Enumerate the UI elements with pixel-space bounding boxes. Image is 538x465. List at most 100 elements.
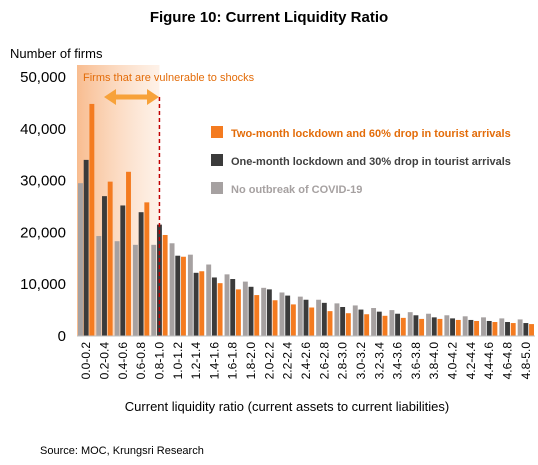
x-tick-label: 1.0-1.2 (171, 342, 185, 380)
chart-title: Figure 10: Current Liquidity Ratio (150, 9, 388, 26)
bar-two-month (382, 315, 388, 336)
bar-one-month (431, 317, 437, 336)
legend-label: No outbreak of COVID-19 (231, 184, 362, 196)
bar-one-month (175, 255, 181, 336)
y-tick-label: 50,000 (20, 69, 66, 86)
x-tick-label: 3.0-3.2 (354, 342, 368, 380)
bar-no-outbreak (261, 287, 267, 336)
bar-no-outbreak (481, 317, 486, 336)
bar-two-month (126, 171, 131, 336)
x-tick-label: 1.2-1.4 (189, 342, 203, 380)
bar-one-month (321, 302, 327, 336)
bar-two-month (437, 318, 443, 336)
legend-label: One-month lockdown and 30% drop in touri… (231, 156, 511, 168)
bar-two-month (309, 307, 315, 336)
annotation-layer: Firms that are vulnerable to shocks (83, 72, 255, 336)
source-note: Source: MOC, Krungsri Research (40, 445, 204, 457)
x-tick-label: 3.8-4.0 (427, 342, 441, 380)
bar-two-month (419, 318, 425, 336)
legend-swatch (211, 154, 223, 166)
bar-two-month (400, 317, 406, 336)
double-arrow-right-head (147, 89, 159, 105)
bar-two-month (455, 319, 461, 336)
bar-two-month (529, 324, 534, 336)
x-tick-label: 4.0-4.2 (446, 342, 460, 380)
x-tick-label: 2.6-2.8 (317, 342, 331, 380)
bar-two-month (492, 322, 498, 336)
y-tick-label: 40,000 (20, 121, 66, 138)
x-tick-label: 2.8-3.0 (336, 342, 350, 380)
x-tick-label: 0.6-0.8 (134, 342, 148, 380)
bar-two-month (345, 313, 351, 336)
bar-no-outbreak (426, 313, 431, 336)
bar-no-outbreak (78, 183, 83, 336)
bar-one-month (505, 322, 510, 336)
bar-two-month (474, 320, 480, 336)
bar-no-outbreak (316, 299, 322, 336)
x-tick-label: 0.0-0.2 (79, 342, 93, 380)
bar-one-month (102, 196, 107, 336)
x-tick-label: 4.2-4.4 (464, 342, 478, 380)
bar-one-month (211, 277, 217, 336)
x-tick-label: 2.0-2.2 (262, 342, 276, 380)
x-tick-label: 1.8-2.0 (244, 342, 258, 380)
bar-two-month (181, 256, 186, 336)
y-tick-label: 20,000 (20, 224, 66, 241)
bar-one-month (468, 319, 474, 336)
x-axis-label: Current liquidity ratio (current assets … (125, 399, 449, 414)
bar-no-outbreak (96, 236, 102, 336)
x-tick-label: 0.4-0.6 (116, 342, 130, 380)
x-tick-label: 2.4-2.6 (299, 342, 313, 380)
bar-no-outbreak (169, 243, 175, 336)
x-tick-label: 3.6-3.8 (409, 342, 423, 380)
bar-two-month (144, 202, 150, 336)
bar-no-outbreak (114, 241, 120, 336)
bar-two-month (89, 103, 95, 336)
axes: 0 10,000 20,000 30,000 40,000 50,000 0.0-0.2 0.… (20, 69, 535, 379)
bar-one-month (83, 159, 89, 336)
bar-no-outbreak (499, 318, 505, 336)
bar-no-outbreak (206, 264, 212, 336)
bar-no-outbreak (517, 319, 523, 336)
bar-no-outbreak (187, 254, 193, 336)
bar-two-month (217, 283, 223, 336)
bars (78, 103, 534, 336)
bar-one-month (358, 309, 364, 336)
double-arrow-left-head (104, 89, 116, 105)
bar-no-outbreak (224, 274, 230, 336)
bar-two-month (199, 271, 205, 336)
bar-one-month (193, 272, 199, 336)
y-tick-label: 30,000 (20, 173, 66, 190)
bar-one-month (450, 318, 456, 336)
bar-no-outbreak (462, 316, 468, 336)
x-tick-label: 4.6-4.8 (501, 342, 515, 380)
legend-label: Two-month lockdown and 60% drop in touri… (231, 128, 511, 140)
y-tick-label: 10,000 (20, 276, 66, 293)
bar-one-month (230, 279, 236, 336)
bar-two-month (272, 300, 278, 336)
x-tick-label: 4.4-4.6 (482, 342, 496, 380)
bar-one-month (285, 295, 291, 336)
x-tick-label: 3.2-3.4 (372, 342, 386, 380)
x-tick-label: 3.4-3.6 (391, 342, 405, 380)
bar-no-outbreak (371, 308, 377, 336)
bar-one-month (413, 315, 419, 336)
bar-one-month (340, 306, 346, 336)
bar-two-month (254, 295, 260, 336)
bar-no-outbreak (242, 281, 248, 336)
y-axis-label: Number of firms (10, 46, 103, 61)
bar-no-outbreak (297, 296, 303, 336)
bar-two-month (364, 314, 370, 336)
bar-no-outbreak (389, 310, 395, 336)
bar-one-month (138, 212, 144, 336)
vulnerable-label: Firms that are vulnerable to shocks (83, 72, 255, 84)
bar-two-month (107, 181, 113, 336)
bar-one-month (486, 320, 492, 336)
bar-no-outbreak (279, 292, 285, 336)
bar-two-month (162, 234, 168, 336)
x-tick-label: 4.8-5.0 (519, 342, 533, 380)
x-tick-label: 2.2-2.4 (281, 342, 295, 380)
bar-two-month (290, 304, 296, 336)
bar-no-outbreak (132, 244, 138, 336)
